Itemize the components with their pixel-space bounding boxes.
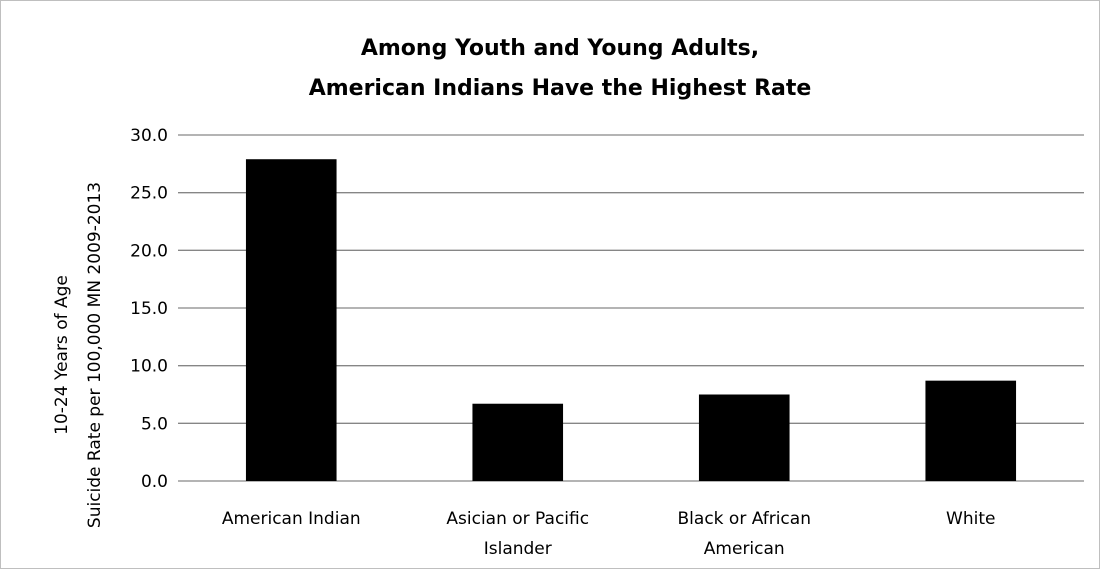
bars [245, 159, 1017, 481]
y-axis-label-line-2: 10-24 Years of Age [52, 275, 72, 435]
y-tick-label: 15.0 [130, 299, 168, 319]
y-tick-label: 5.0 [141, 414, 168, 434]
chart-title-line-2: American Indians Have the Highest Rate [309, 76, 812, 101]
y-tick-label: 10.0 [130, 357, 168, 377]
y-axis-label: Suicide Rate per 100,000 MN 2009-2013 10… [52, 182, 105, 528]
chart-title: Among Youth and Young Adults, American I… [309, 36, 812, 101]
category-label: Black or African [678, 509, 811, 529]
bar [698, 394, 790, 481]
category-label: American [704, 539, 785, 559]
y-axis-ticks: 0.0 5.0 10.0 15.0 20.0 25.0 30.0 [130, 126, 168, 492]
chart-title-line-1: Among Youth and Young Adults, [361, 36, 759, 61]
category-label: American Indian [222, 509, 361, 529]
bar [245, 159, 337, 481]
x-axis-categories: American Indian Asician or Pacific Islande… [222, 509, 996, 559]
bar [472, 403, 564, 481]
bar [925, 380, 1017, 481]
category-label: Asician or Pacific [446, 509, 589, 529]
y-axis-label-line-1: Suicide Rate per 100,000 MN 2009-2013 [85, 182, 105, 528]
y-tick-label: 20.0 [130, 241, 168, 261]
y-tick-label: 25.0 [130, 184, 168, 204]
y-tick-label: 30.0 [130, 126, 168, 146]
category-label: Islander [484, 539, 552, 559]
category-label: White [946, 509, 995, 529]
y-tick-label: 0.0 [141, 472, 168, 492]
